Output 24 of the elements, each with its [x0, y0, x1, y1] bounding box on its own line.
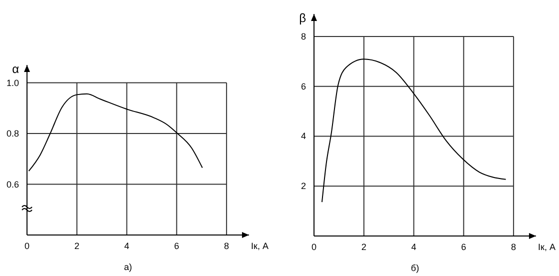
line-series [321, 58, 506, 203]
y-tick-label: 2 [300, 181, 306, 192]
y-tick-label: 8 [300, 31, 306, 42]
x-tick-label: 8 [224, 241, 230, 251]
x-tick-label: 6 [461, 242, 466, 252]
x-tick-label: 4 [411, 242, 416, 252]
x-tick-label: 4 [124, 241, 130, 251]
text: а) [124, 262, 132, 272]
y-tick-label: 0.6 [6, 179, 19, 190]
x-tick-label: 8 [511, 242, 516, 252]
y-tick-label: 6 [300, 81, 306, 92]
x-tick-label: 2 [74, 241, 80, 251]
y-tick-label: 1.0 [6, 78, 19, 88]
y-tick-label: 0.8 [6, 128, 19, 139]
x-axis-title: Iк, А [538, 242, 556, 252]
y-tick-label: 4 [300, 131, 306, 142]
y-axis-title: β [299, 11, 306, 25]
x-tick-label: 0 [311, 242, 317, 252]
x-tick-label: 2 [361, 242, 366, 252]
y-axis-title: α [12, 62, 20, 76]
x-tick-label: 0 [24, 241, 30, 251]
x-axis-title: Iк, А [251, 241, 268, 251]
x-tick-label: 6 [174, 241, 180, 251]
text: б) [410, 263, 420, 273]
